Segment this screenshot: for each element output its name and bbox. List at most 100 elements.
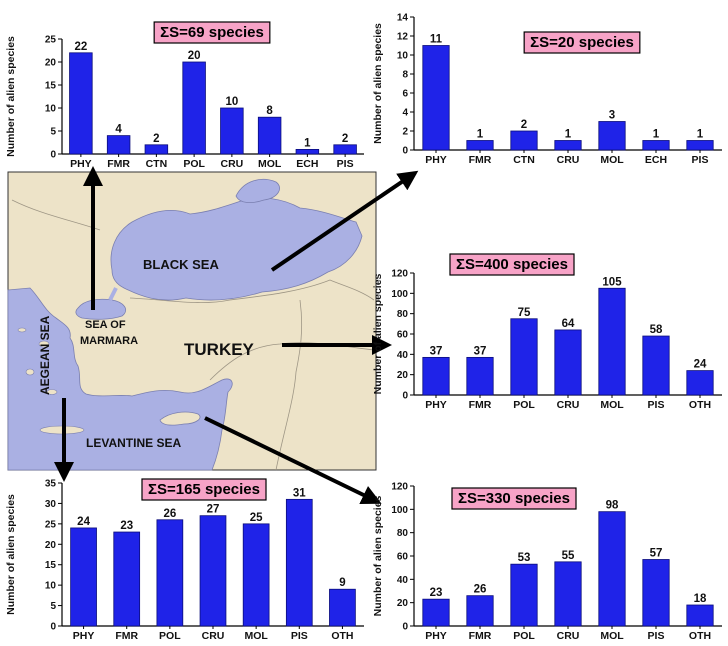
category-label: MOL [244,630,268,641]
y-tick-label: 10 [45,581,57,592]
y-tick-label: 40 [397,350,409,361]
bar-mol [598,287,626,396]
y-tick-label: 12 [397,32,409,43]
category-label: FMR [469,154,492,166]
y-tick-label: 60 [397,330,409,341]
data-label: 2 [521,119,527,131]
bar-pis [686,140,714,151]
data-label: 8 [266,105,273,117]
label-turkey: TURKEY [184,340,255,359]
chart-title-box: ΣS=330 species [451,487,577,510]
y-tick-label: 5 [50,127,56,138]
bar-pol [510,318,538,396]
y-tick-label: 0 [50,622,56,633]
chart-title: ΣS=330 species [458,490,570,507]
bar-ctn [510,130,538,151]
title-box-bg [523,31,641,54]
bar-fmr [466,356,494,396]
category-label: CRU [221,158,244,170]
y-tick-label: 60 [397,552,409,563]
data-label: 1 [304,137,311,149]
chart-aegean: 0 5 10 15 20 25 30 35 Number of alien species 24 P… [5,478,364,642]
arrow-levantine [204,416,382,505]
data-label: 2 [153,133,159,145]
bar-mol [257,116,282,155]
category-label: POL [183,158,205,170]
data-label: 64 [562,318,575,330]
data-label: 24 [77,516,90,528]
bar-cru [199,515,227,627]
marmara-shape [75,298,126,320]
bar-cru [554,329,582,396]
y-tick-label: 20 [45,58,57,69]
data-label: 4 [115,124,122,136]
title-box-bg [451,487,577,510]
category-label: FMR [107,158,130,170]
bar-phy [422,356,450,396]
data-label: 105 [602,276,622,288]
chart-levantine: 0 20 40 60 80 100 120 Number of alien species 23… [372,482,722,642]
y-tick-label: 10 [45,104,57,115]
y-tick-label: 5 [50,601,56,612]
y-tick-label: 6 [402,89,408,100]
y-tick-label: 100 [391,289,408,300]
arrow-black-sea [270,170,419,272]
arrows [54,166,419,505]
chart-title-box: ΣS=400 species [449,253,575,276]
data-label: 1 [697,129,704,141]
title-box-bg [141,478,267,501]
bosphorus [108,287,118,301]
bar-cru [554,561,582,627]
bar-ech [642,140,670,151]
y-tick-label: 15 [45,81,57,92]
data-label: 98 [606,500,619,512]
cyprus-shape [159,411,201,426]
category-label: ECH [296,158,318,170]
category-label: PIS [291,630,308,641]
category-label: CRU [202,630,225,641]
bar-pol [510,563,538,627]
y-tick-label: 80 [397,528,409,539]
category-label: OTH [689,630,711,641]
y-axis-label: Number of alien species [372,273,384,394]
data-label: 26 [163,508,176,520]
data-label: 57 [650,548,663,560]
y-tick-label: 30 [45,499,57,510]
y-tick-label: 25 [45,519,57,530]
category-label: POL [513,630,535,641]
bar-phy [422,45,450,151]
category-label: MOL [258,158,282,170]
category-label: PHY [70,158,92,170]
data-label: 2 [342,133,348,145]
y-tick-label: 20 [45,540,57,551]
bar-pis [285,498,313,627]
y-tick-label: 80 [397,309,409,320]
y-tick-label: 120 [391,482,408,493]
data-label: 37 [430,345,443,357]
label-black-sea: BLACK SEA [143,257,219,272]
y-tick-label: 20 [397,370,409,381]
y-axis-label: Number of alien species [372,495,384,616]
category-label: CTN [146,158,168,170]
data-label: 24 [694,359,707,371]
chart-turkey: 0 20 40 60 80 100 120 Number of alien species 37… [372,253,722,411]
data-label: 55 [562,550,575,562]
y-tick-label: 14 [397,13,409,24]
y-tick-label: 0 [50,150,56,161]
category-label: PIS [692,154,709,166]
y-tick-label: 20 [397,598,409,609]
data-label: 25 [250,512,263,524]
bar-fmr [113,531,141,627]
bar-phy [70,527,97,627]
bar-cru [220,107,244,155]
data-label: 1 [477,129,484,141]
category-label: FMR [469,399,492,411]
y-axis-label: Number of alien species [5,36,17,157]
bar-phy [69,52,93,155]
data-label: 26 [474,584,487,596]
label-levantine-sea: LEVANTINE SEA [86,436,181,450]
